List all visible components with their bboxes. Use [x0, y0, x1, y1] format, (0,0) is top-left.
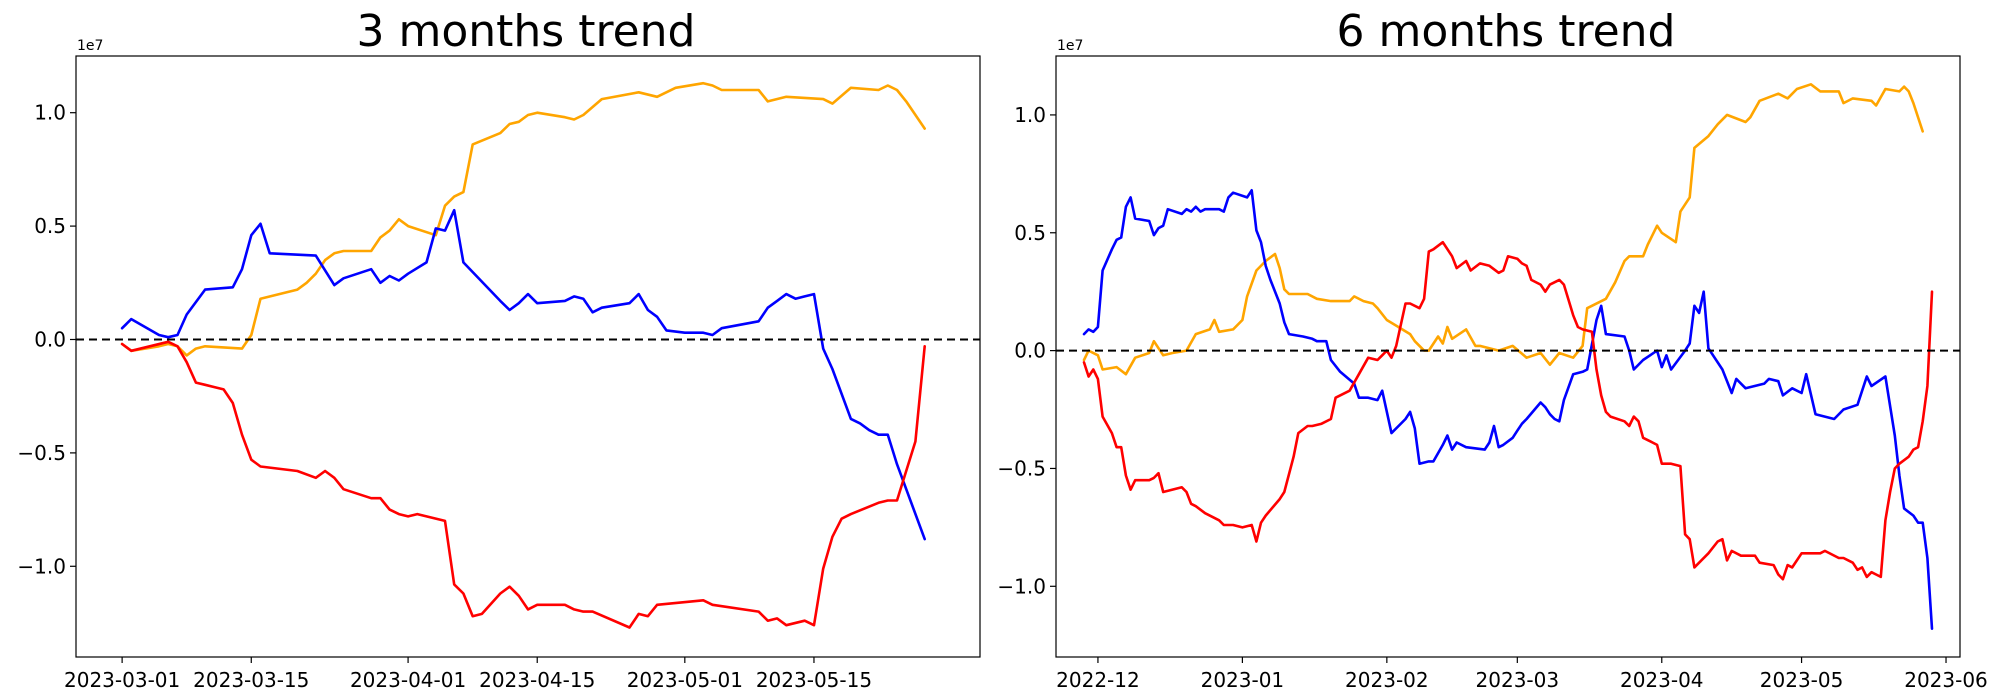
chart-6-months: 6 months trend 1e7 2022-12 2023-01 2023-02… [997, 6, 1987, 692]
ticks-layer: 2022-12 2023-01 2023-02 2023-03 2023-04 2023-… [997, 103, 1987, 692]
chart-3-months: 3 months trend 1e7 2023-03-01 2023-03-15 2… [17, 6, 981, 692]
y-tick-label: 0.0 [1014, 339, 1046, 363]
series-line-0 [1082, 83, 1924, 376]
x-tick-label: 2023-05-15 [756, 668, 872, 692]
y-tick-label: 0.5 [34, 214, 66, 238]
series-line-2 [1082, 240, 1934, 581]
x-tick-label: 2023-04 [1620, 668, 1704, 692]
series-layer [120, 81, 927, 629]
chart-title: 6 months trend [1337, 6, 1676, 57]
series-layer [1082, 83, 1934, 631]
x-tick-label: 2023-01 [1201, 668, 1285, 692]
y-tick-label: 1.0 [34, 101, 66, 125]
x-tick-label: 2023-03 [1476, 668, 1560, 692]
x-tick-label: 2023-03-01 [64, 668, 180, 692]
y-tick-label: −1.0 [17, 554, 66, 578]
x-tick-label: 2022-12 [1056, 668, 1140, 692]
x-tick-label: 2023-03-15 [193, 668, 309, 692]
y-tick-label: −0.5 [17, 441, 66, 465]
y-offset-label: 1e7 [1057, 38, 1083, 54]
series-line-2 [120, 340, 927, 629]
x-tick-label: 2023-04-15 [479, 668, 595, 692]
y-tick-label: 0.0 [34, 327, 66, 351]
y-tick-label: 1.0 [1014, 103, 1046, 127]
axes-frame [75, 55, 981, 658]
y-tick-label: −0.5 [997, 456, 1046, 480]
chart-title: 3 months trend [357, 6, 696, 57]
series-line-0 [120, 81, 927, 357]
series-line-1 [1082, 189, 1934, 631]
x-tick-label: 2023-05 [1760, 668, 1844, 692]
x-tick-label: 2023-04-01 [350, 668, 466, 692]
y-offset-label: 1e7 [77, 38, 103, 54]
series-line-1 [120, 208, 927, 541]
axes-frame [1055, 55, 1961, 658]
y-tick-label: 0.5 [1014, 221, 1046, 245]
x-tick-label: 2023-02 [1345, 668, 1429, 692]
x-tick-label: 2023-05-01 [627, 668, 743, 692]
y-tick-label: −1.0 [997, 574, 1046, 598]
ticks-layer: 2023-03-01 2023-03-15 2023-04-01 2023-04-15… [17, 101, 872, 692]
x-tick-label: 2023-06 [1904, 668, 1988, 692]
